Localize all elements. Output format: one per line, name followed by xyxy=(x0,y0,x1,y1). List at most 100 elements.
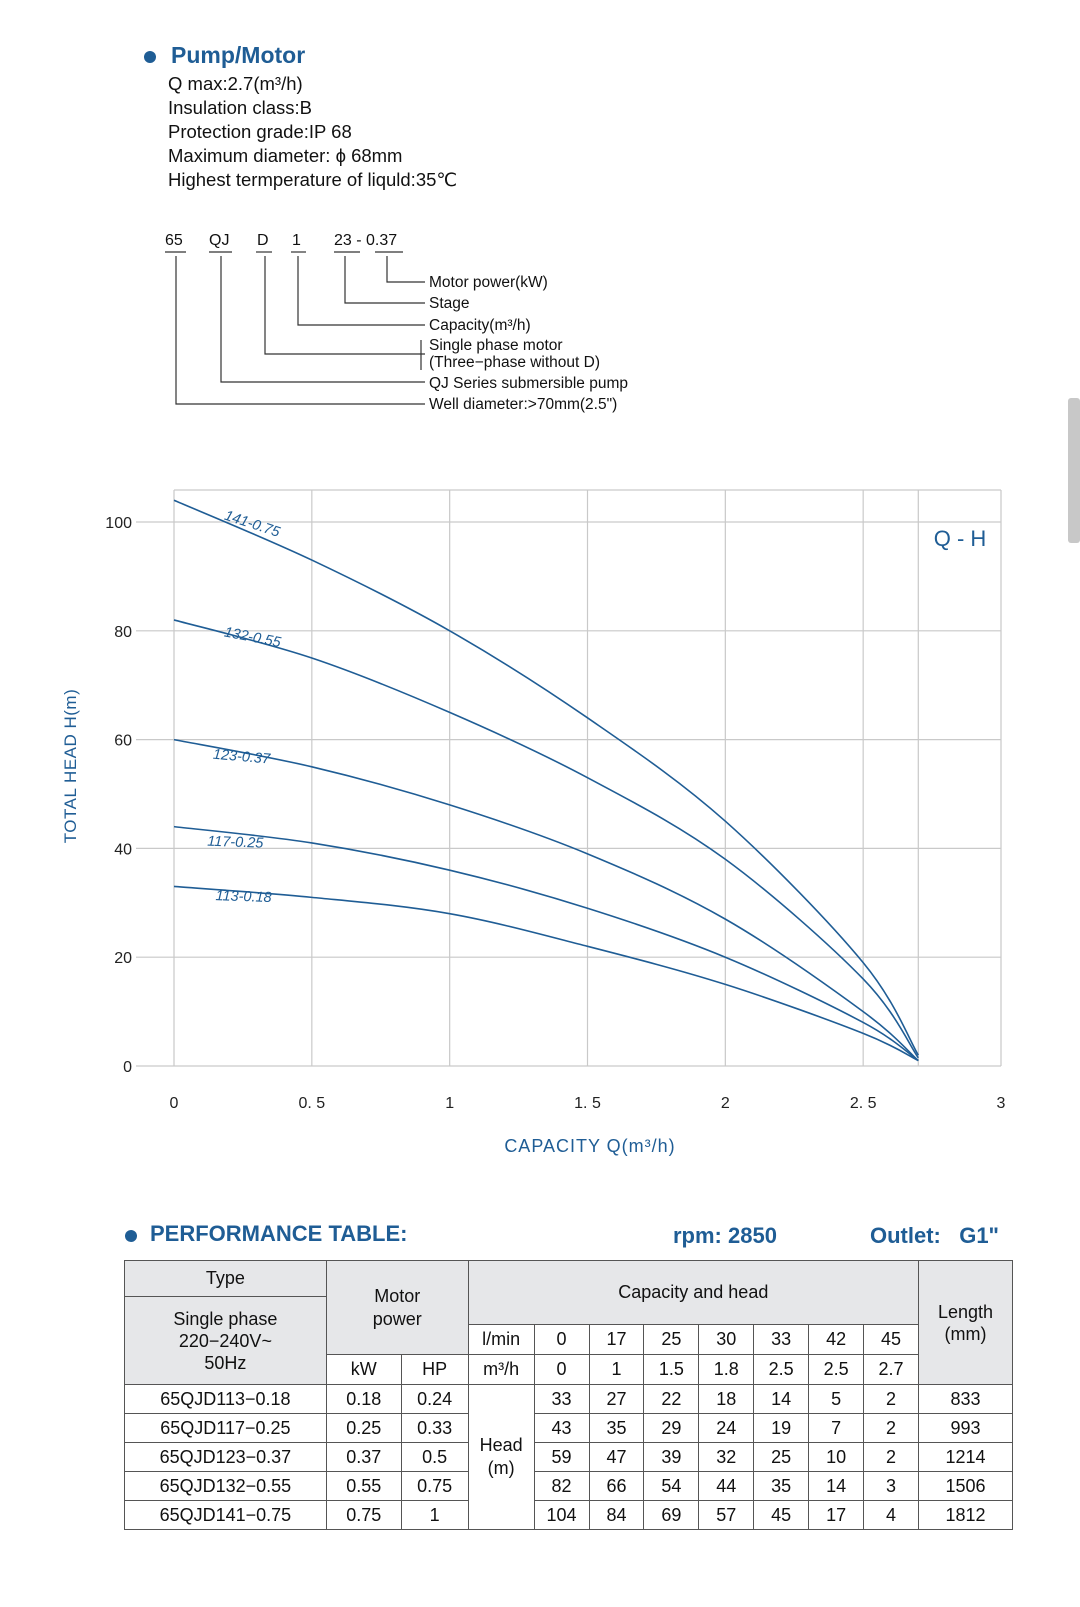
head-cell: 5 xyxy=(808,1384,865,1414)
x-tick-label: 1. 5 xyxy=(574,1095,601,1112)
qh-chart: 0 20 40 60 80 100 0 0. 5 1 1. 5 2 2. 5 3 141-0.75 13… xyxy=(61,489,1006,1156)
m3h-cell: 0 xyxy=(533,1354,590,1385)
m3h-cell: 2.5 xyxy=(808,1354,865,1385)
x-tick-label: 0 xyxy=(170,1095,179,1112)
series-line xyxy=(173,499,919,1056)
series-label: 123-0.37 xyxy=(212,747,271,768)
model-code-connector-lines xyxy=(165,251,425,405)
head-cell: 69 xyxy=(643,1500,700,1530)
x-tick-label: 2. 5 xyxy=(850,1095,877,1112)
header-motor-power: Motor power xyxy=(325,1260,469,1355)
head-cell: 19 xyxy=(753,1413,810,1443)
series-line xyxy=(173,738,919,1062)
bullet-dot-icon xyxy=(125,1230,137,1242)
series-line xyxy=(173,885,919,1062)
table-row: 65QJD132−0.55 0.55 0.75 82 66 54 44 35 14 3 1506 xyxy=(124,1471,1014,1501)
spec-qmax: Q max:2.7(m³/h) xyxy=(168,73,303,94)
head-cell: 47 xyxy=(588,1442,645,1472)
head-cell: 2 xyxy=(863,1384,919,1414)
head-cell: 54 xyxy=(643,1471,700,1501)
legend-motor-power: Motor power(kW) xyxy=(429,274,548,291)
head-cell: 57 xyxy=(698,1500,755,1530)
y-tick-label: 80 xyxy=(114,624,132,641)
lmin-cell: 33 xyxy=(753,1324,810,1355)
y-tick-label: 40 xyxy=(114,841,132,858)
legend-well-diameter: Well diameter:>70mm(2.5") xyxy=(429,396,618,413)
lmin-cell: 42 xyxy=(808,1324,865,1355)
code-part-stage-power: 23 - 0.37 xyxy=(334,232,398,249)
kw-cell: 0.55 xyxy=(325,1471,402,1501)
head-cell: 82 xyxy=(533,1471,590,1501)
head-cell: 27 xyxy=(588,1384,645,1414)
x-tick-label: 0. 5 xyxy=(298,1095,325,1112)
head-cell: 104 xyxy=(533,1500,590,1530)
m3h-cell: 2.7 xyxy=(863,1354,919,1385)
curve-labels: 141-0.75 132-0.55 123-0.37 117-0.25 113-0.18 xyxy=(207,508,283,906)
series-label: 132-0.55 xyxy=(223,624,283,651)
type-cell: 65QJD132−0.55 xyxy=(124,1471,327,1501)
chart-x-axis-label: CAPACITY Q(m³/h) xyxy=(504,1136,675,1156)
spec-diameter: Maximum diameter: ϕ 68mm xyxy=(168,145,403,166)
header-type: Type xyxy=(124,1260,327,1297)
head-cell: 35 xyxy=(753,1471,810,1501)
y-tick-labels: 0 20 40 60 80 100 xyxy=(105,515,132,1076)
header-hp: HP xyxy=(400,1354,469,1385)
head-cell: 3 xyxy=(863,1471,919,1501)
head-cell: 25 xyxy=(753,1442,810,1472)
head-cell: 24 xyxy=(698,1413,755,1443)
head-cell: 84 xyxy=(588,1500,645,1530)
table-row: 65QJD141−0.75 0.75 1 104 84 69 57 45 17 4 1812 xyxy=(124,1500,1014,1530)
series-label: 141-0.75 xyxy=(222,508,282,541)
type-cell: 65QJD123−0.37 xyxy=(124,1442,327,1472)
head-cell: 7 xyxy=(808,1413,865,1443)
head-cell: 4 xyxy=(863,1500,919,1530)
head-cell: 66 xyxy=(588,1471,645,1501)
rpm-label: rpm: 2850 xyxy=(673,1223,777,1248)
head-cell: 22 xyxy=(643,1384,700,1414)
m3h-cell: 1.8 xyxy=(698,1354,755,1385)
spec-list: Q max:2.7(m³/h) Insulation class:B Prote… xyxy=(168,72,457,192)
head-cell: 59 xyxy=(533,1442,590,1472)
legend-capacity: Capacity(m³/h) xyxy=(429,317,531,334)
table-row: 65QJD117−0.25 0.25 0.33 43 35 29 24 19 7 2 993 xyxy=(124,1413,1014,1443)
section-title: Pump/Motor xyxy=(171,42,306,68)
table-row: 65QJD123−0.37 0.37 0.5 59 47 39 32 25 10 2 1214 xyxy=(124,1442,1014,1472)
length-cell: 993 xyxy=(917,1413,1014,1443)
x-tick-label: 3 xyxy=(997,1095,1006,1112)
chart-y-axis-label: TOTAL HEAD H(m) xyxy=(61,689,80,844)
legend-three-phase: (Three−phase without D) xyxy=(429,354,601,371)
header-length: Length (mm) xyxy=(917,1260,1014,1385)
length-cell: 1506 xyxy=(917,1471,1014,1501)
chart-grid xyxy=(136,489,1002,1067)
y-tick-label: 60 xyxy=(114,733,132,750)
head-unit-cell: Head (m) xyxy=(467,1384,535,1530)
head-cell: 43 xyxy=(533,1413,590,1443)
legend-single-phase: Single phase motor xyxy=(429,337,563,354)
head-cell: 32 xyxy=(698,1442,755,1472)
length-cell: 833 xyxy=(917,1384,1014,1414)
head-cell: 33 xyxy=(533,1384,590,1414)
type-cell: 65QJD141−0.75 xyxy=(124,1500,327,1530)
x-tick-labels: 0 0. 5 1 1. 5 2 2. 5 3 xyxy=(170,1095,1006,1112)
outlet-label: Outlet: G1" xyxy=(870,1223,999,1248)
scrollbar[interactable] xyxy=(1068,398,1080,543)
y-tick-label: 100 xyxy=(105,515,132,532)
lmin-cell: 30 xyxy=(698,1324,755,1355)
head-cell: 44 xyxy=(698,1471,755,1501)
lmin-cell: 17 xyxy=(588,1324,645,1355)
head-cell: 14 xyxy=(808,1471,865,1501)
chart-title: Q - H xyxy=(934,526,987,551)
head-cell: 17 xyxy=(808,1500,865,1530)
code-part-65: 65 xyxy=(165,232,183,249)
header-kw: kW xyxy=(325,1354,402,1385)
length-cell: 1812 xyxy=(917,1500,1014,1530)
code-part-d: D xyxy=(257,232,269,249)
m3h-cell: 1 xyxy=(588,1354,645,1385)
head-cell: 2 xyxy=(863,1442,919,1472)
header-m3h: m³/h xyxy=(467,1354,535,1385)
lmin-cell: 45 xyxy=(863,1324,919,1355)
spec-insulation: Insulation class:B xyxy=(168,97,312,118)
legend-series: QJ Series submersible pump xyxy=(429,375,628,392)
hp-cell: 0.5 xyxy=(400,1442,469,1472)
type-cell: 65QJD117−0.25 xyxy=(124,1413,327,1443)
